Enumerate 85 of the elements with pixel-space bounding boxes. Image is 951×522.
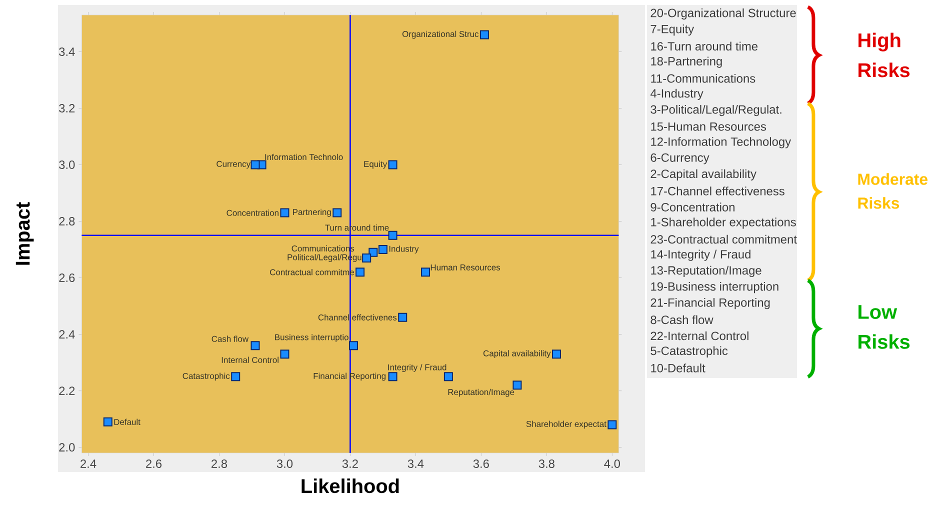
text: 23-Contractual commitment: [650, 234, 797, 244]
text: 8-Cash flow: [650, 315, 714, 324]
point: [250, 160, 260, 170]
annotation: Currency: [216, 160, 251, 169]
text: 3-Political/Legal/Regulat.: [650, 104, 782, 116]
point: [480, 30, 489, 40]
y-axis-title: Impact: [16, 202, 34, 265]
point: [280, 350, 290, 359]
text: 15-Human Resources: [651, 122, 766, 131]
annotation: Default: [114, 418, 140, 426]
annotation: Cash flow: [212, 336, 249, 342]
text: 22-Internal Control: [650, 331, 748, 340]
annotation: Human Resources: [430, 264, 500, 270]
point: [362, 254, 372, 263]
annotation: Partnering: [293, 208, 331, 217]
text: 4-Industry: [650, 88, 704, 100]
point: [368, 248, 378, 257]
point: [378, 245, 388, 254]
text: 5-Catastrophic: [650, 346, 728, 358]
point: [348, 341, 358, 350]
text: 16-Turn around time: [651, 42, 758, 51]
text: 9-Concentration: [650, 202, 734, 212]
annotation: Industry: [389, 246, 419, 254]
x-tick-label: 2.6: [146, 460, 162, 468]
x-tick-label: 3.0: [276, 460, 293, 468]
x-tick-label: 2.4: [80, 460, 96, 468]
x-tick-label: 3.8: [538, 460, 554, 468]
point: [250, 341, 260, 350]
point: [388, 160, 398, 170]
x-axis-title: Likelihood: [302, 478, 399, 494]
x-tick-label: 3.2: [342, 460, 358, 468]
point: [388, 230, 398, 240]
point: [231, 372, 240, 382]
text: 6-Currency: [650, 153, 710, 164]
annotation: Business interruptio: [275, 334, 348, 342]
text: 11-Communications: [651, 74, 756, 83]
point: [552, 350, 561, 359]
text: 7-Equity: [650, 24, 694, 36]
text: 20-Organizational Structure: [650, 8, 796, 20]
y-tick-label: 2.0: [59, 443, 75, 452]
point: [388, 372, 398, 382]
annotation: Reputation/Image: [448, 388, 514, 397]
annotation: Organizational Struc: [402, 30, 479, 39]
annotation: Channel effectivenes: [318, 314, 397, 320]
point: [444, 372, 453, 382]
annotation: Equity: [364, 160, 388, 169]
annotation: Catastrophic: [182, 372, 230, 381]
text: High Risks: [858, 32, 910, 78]
text: 14-Integrity / Fraud: [651, 250, 750, 261]
annotation: Information Technolo: [265, 154, 343, 160]
text: 1-Shareholder expectations: [651, 218, 796, 229]
y-tick-label: 3.4: [59, 47, 75, 56]
annotation: Integrity / Fraud: [388, 364, 446, 372]
x-tick-label: 2.8: [212, 460, 228, 468]
annotation: Internal Control: [222, 356, 278, 363]
y-tick-label: 2.8: [59, 217, 75, 226]
point: [512, 380, 522, 390]
point: [356, 268, 365, 277]
x-tick-label: 3.4: [408, 460, 424, 468]
y-tick-label: 2.2: [59, 386, 75, 395]
y-tick-label: 3.0: [59, 160, 75, 169]
annotation: Capital availability: [483, 350, 551, 358]
text: 13-Reputation/Image: [651, 266, 762, 277]
point: [608, 420, 617, 430]
point: [398, 312, 408, 322]
text: 18-Partnering: [651, 56, 722, 68]
text: 10-Default: [651, 364, 706, 372]
annotation: Concentration: [226, 210, 278, 216]
text: Moderate Risks: [858, 173, 928, 209]
text: 19-Business interruption: [651, 282, 778, 294]
point: [332, 208, 342, 218]
point: [280, 208, 290, 218]
y-tick-label: 2.6: [59, 274, 75, 282]
annotation: Shareholder expectat: [526, 420, 606, 429]
point: [103, 417, 112, 426]
text: 17-Channel effectiveness: [651, 186, 784, 196]
y-tick-label: 2.4: [59, 330, 75, 338]
text: 2-Capital availability: [650, 169, 756, 180]
x-tick-label: 4.0: [604, 460, 620, 468]
y-tick-label: 3.2: [59, 104, 75, 112]
x-tick-label: 3.6: [473, 460, 489, 468]
text: Low Risks: [858, 305, 910, 349]
point: [421, 268, 430, 277]
text: 12-Information Technology: [651, 137, 792, 148]
text: 21-Financial Reporting: [650, 298, 770, 310]
